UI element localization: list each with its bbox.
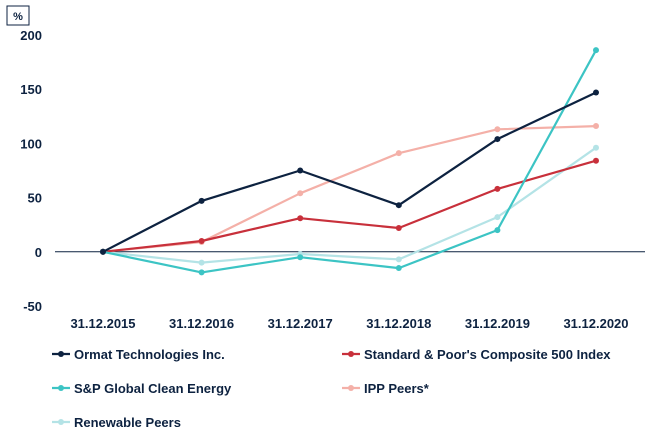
x-tick-label: 31.12.2019: [465, 316, 530, 331]
y-tick-label: -50: [23, 299, 42, 314]
unit-label-text: %: [13, 11, 23, 23]
data-point: [494, 136, 501, 143]
legend-label: Standard & Poor's Composite 500 Index: [364, 347, 611, 362]
data-point: [395, 256, 402, 263]
data-point: [593, 47, 599, 54]
data-point: [297, 190, 304, 197]
x-tick-label: 31.12.2020: [563, 316, 628, 331]
y-tick-label: 150: [20, 82, 42, 97]
data-point: [494, 126, 501, 133]
data-point: [297, 167, 304, 174]
series-line: [102, 146, 597, 264]
data-point: [100, 248, 106, 255]
x-tick-label: 31.12.2016: [169, 316, 234, 331]
unit-label-box: [6, 5, 30, 26]
y-tick-label: 0: [35, 245, 42, 260]
series-line: [102, 49, 597, 274]
x-axis: 31.12.2015 31.12.2016 31.12.2017 31.12.2018…: [70, 316, 628, 331]
data-point: [297, 215, 304, 222]
legend-item: Standard & Poor's Composite 500 Index: [342, 347, 611, 362]
x-tick-label: 31.12.2017: [268, 316, 333, 331]
data-point: [593, 144, 599, 151]
series-layer: [100, 47, 599, 276]
data-point: [395, 150, 402, 157]
data-point: [198, 259, 205, 266]
data-point: [395, 224, 402, 231]
x-tick-label: 31.12.2015: [70, 316, 135, 331]
series-3: [100, 47, 599, 276]
unit-label: %: [6, 5, 30, 26]
legend-swatch-dot: [348, 385, 354, 391]
y-axis: 200 150 100 50 0 -50: [20, 28, 42, 314]
y-tick-label: 100: [20, 136, 42, 151]
data-point: [494, 185, 501, 192]
legend-label: S&P Global Clean Energy: [74, 381, 232, 396]
data-point: [198, 197, 205, 204]
series-5: [100, 144, 599, 266]
data-point: [593, 157, 599, 164]
data-point: [198, 237, 205, 244]
legend-swatch-dot: [58, 385, 64, 391]
legend-item: IPP Peers*: [342, 381, 430, 396]
legend-item: Ormat Technologies Inc.: [52, 347, 225, 362]
data-point: [494, 227, 501, 234]
y-tick-label: 200: [20, 28, 42, 43]
y-tick-label: 50: [28, 191, 42, 206]
data-point: [395, 202, 402, 209]
legend-label: IPP Peers*: [364, 381, 430, 396]
legend-item: Renewable Peers: [52, 415, 181, 430]
series-line: [102, 91, 597, 253]
legend-swatch-dot: [58, 351, 64, 357]
data-point: [297, 254, 304, 261]
data-point: [198, 269, 205, 276]
x-tick-label: 31.12.2018: [366, 316, 431, 331]
legend-item: S&P Global Clean Energy: [52, 381, 232, 396]
legend-label: Ormat Technologies Inc.: [74, 347, 225, 362]
series-line: [102, 159, 597, 253]
series-1: [100, 89, 599, 255]
data-point: [494, 214, 501, 221]
legend-label: Renewable Peers: [74, 415, 181, 430]
legend-swatch-dot: [348, 351, 354, 357]
legend: Ormat Technologies Inc. Standard & Poor's…: [52, 347, 611, 430]
data-point: [593, 89, 599, 96]
legend-swatch-dot: [58, 419, 64, 425]
data-point: [395, 265, 402, 272]
data-point: [593, 123, 599, 130]
